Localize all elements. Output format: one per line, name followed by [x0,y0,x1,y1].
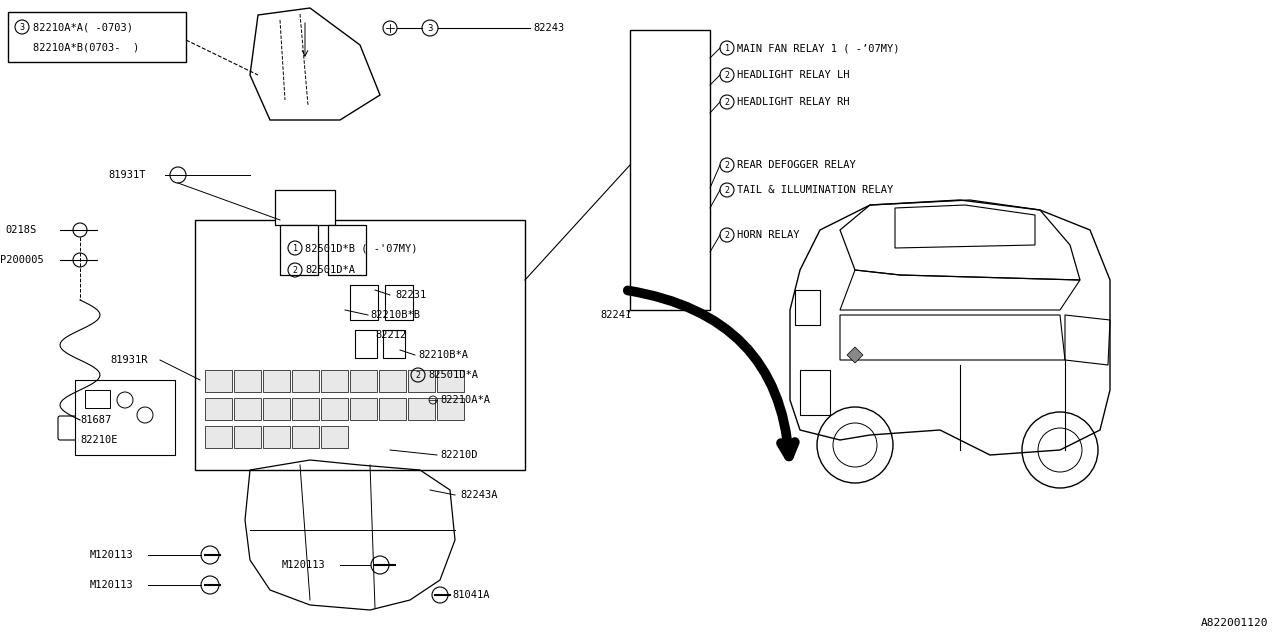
Text: 81041A: 81041A [452,590,489,600]
Text: 81931R: 81931R [110,355,147,365]
Text: MAIN FAN RELAY 1 ( -’07MY): MAIN FAN RELAY 1 ( -’07MY) [737,43,900,53]
Text: 82243A: 82243A [460,490,498,500]
Bar [234,370,261,392]
Bar [635,230,701,275]
Text: 82210D: 82210D [440,450,477,460]
Bar [635,97,666,152]
Text: 1: 1 [724,44,730,52]
Text: M120113: M120113 [90,550,133,560]
Bar [383,330,404,358]
Bar [635,35,666,90]
Bar [408,370,435,392]
Text: HEADLIGHT RELAY RH: HEADLIGHT RELAY RH [737,97,850,107]
Text: P200005: P200005 [0,255,44,265]
Text: A822001120: A822001120 [1201,618,1268,628]
Bar [349,370,378,392]
Bar [349,398,378,420]
Text: 2: 2 [724,230,730,239]
Bar [408,398,435,420]
Bar [321,426,348,448]
Bar [630,30,710,310]
Bar [800,370,829,415]
Bar [234,398,261,420]
Text: TAIL & ILLUMINATION RELAY: TAIL & ILLUMINATION RELAY [737,185,893,195]
Bar [205,398,232,420]
Text: 82210A*A( -0703): 82210A*A( -0703) [33,22,133,32]
Bar [262,426,291,448]
Text: 82210A*B(0703-  ): 82210A*B(0703- ) [33,42,140,52]
Bar [355,330,378,358]
Bar [195,220,525,470]
Text: 82210E: 82210E [79,435,118,445]
Text: 3: 3 [19,22,24,31]
Text: REAR DEFOGGER RELAY: REAR DEFOGGER RELAY [737,160,856,170]
Bar [672,175,701,220]
Polygon shape [847,347,863,363]
Bar [349,285,378,320]
Bar [379,370,406,392]
Bar [635,175,666,220]
Text: 82210A*A: 82210A*A [440,395,490,405]
Text: 82501D*B ( -'07MY): 82501D*B ( -'07MY) [305,243,417,253]
Bar [205,370,232,392]
Bar [385,285,413,320]
Bar [292,398,319,420]
Text: M120113: M120113 [90,580,133,590]
Bar [321,398,348,420]
Bar [672,35,701,90]
Bar [292,370,319,392]
Text: 82501D*A: 82501D*A [305,265,355,275]
Text: 2: 2 [293,266,297,275]
Bar [321,370,348,392]
Text: HEADLIGHT RELAY LH: HEADLIGHT RELAY LH [737,70,850,80]
Text: 82212: 82212 [375,330,406,340]
Text: 82501D*A: 82501D*A [428,370,477,380]
Text: 2: 2 [724,161,730,170]
Bar [84,390,110,408]
Bar [262,370,291,392]
Text: HORN RELAY: HORN RELAY [737,230,800,240]
Text: 82210B*B: 82210B*B [370,310,420,320]
Bar [795,290,820,325]
Bar [76,380,175,455]
Text: 82243: 82243 [532,23,564,33]
Bar [672,97,701,152]
Text: M120113: M120113 [282,560,325,570]
Text: 2: 2 [724,97,730,106]
FancyArrowPatch shape [627,291,795,456]
Text: 82210B*A: 82210B*A [419,350,468,360]
Text: 0218S: 0218S [5,225,36,235]
Text: 2: 2 [724,70,730,79]
Bar [205,426,232,448]
Text: 82241: 82241 [600,310,631,320]
Text: 81687: 81687 [79,415,111,425]
Bar [436,370,465,392]
Bar [379,398,406,420]
Bar [292,426,319,448]
Bar [280,225,317,275]
Text: 2: 2 [724,186,730,195]
FancyBboxPatch shape [58,416,102,440]
Text: 82231: 82231 [396,290,426,300]
Bar [262,398,291,420]
Text: 3: 3 [428,24,433,33]
Text: 1: 1 [293,243,297,253]
Text: 2: 2 [416,371,421,380]
Bar [275,190,335,225]
Bar [328,225,366,275]
Bar [8,12,186,62]
Bar [234,426,261,448]
Text: 81931T: 81931T [108,170,146,180]
Bar [436,398,465,420]
